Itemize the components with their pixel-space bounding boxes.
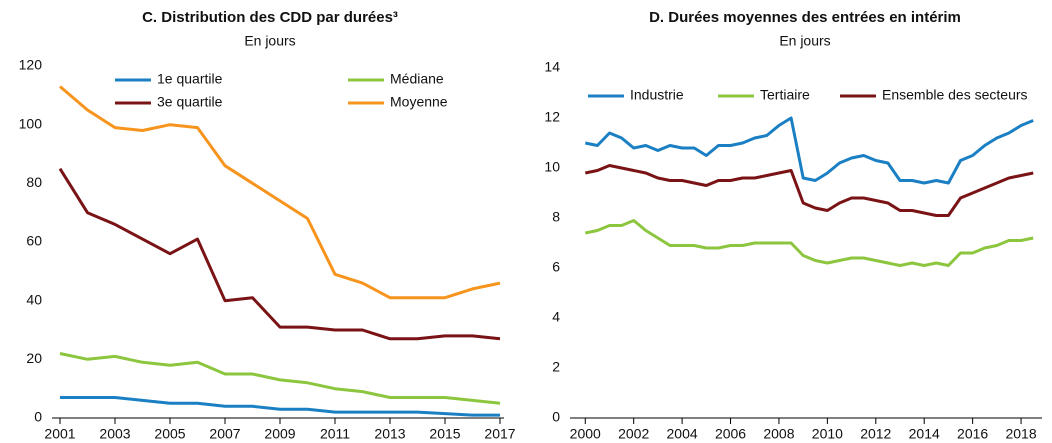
y-tick-label: 4	[552, 309, 560, 325]
y-tick-label: 0	[34, 409, 42, 425]
series-line	[59, 85, 501, 300]
y-tick-label: 0	[552, 409, 560, 425]
legend-label: Ensemble des secteurs	[882, 87, 1028, 103]
series-line	[60, 396, 500, 417]
legend-label: Tertiaire	[760, 87, 810, 103]
y-tick-label: 6	[552, 259, 560, 275]
chart: C. Distribution des CDD par durées³ En jo…	[19, 9, 516, 442]
x-tick-label: 2011	[320, 426, 350, 442]
y-tick-label: 2	[552, 359, 560, 375]
x-tick-label: 2013	[374, 426, 405, 442]
legend-label: Industrie	[630, 87, 684, 103]
x-tick-label: 2010	[812, 426, 843, 442]
y-tick-label: 8	[552, 209, 560, 225]
x-tick-label: 2017	[484, 426, 515, 442]
chart: D. Durées moyennes des entrées en intéri…	[544, 9, 1042, 442]
y-tick-label: 80	[26, 174, 42, 190]
x-tick-label: 2004	[667, 426, 698, 442]
x-tick-label: 2009	[264, 426, 295, 442]
x-tick-label: 2012	[860, 426, 891, 442]
y-tick-label: 120	[19, 57, 43, 73]
chart-subtitle: En jours	[244, 33, 295, 49]
y-tick-label: 20	[26, 350, 42, 366]
x-tick-label: 2005	[154, 426, 185, 442]
y-tick-label: 100	[19, 115, 43, 131]
legend-label: Moyenne	[390, 94, 448, 110]
y-tick-label: 10	[544, 159, 560, 175]
x-tick-label: 2015	[429, 426, 460, 442]
x-tick-label: 2014	[909, 426, 940, 442]
x-tick-label: 2018	[1005, 426, 1036, 442]
x-tick-label: 2002	[618, 426, 649, 442]
x-tick-label: 2007	[209, 426, 240, 442]
x-tick-label: 2006	[715, 426, 746, 442]
series-line	[584, 164, 1034, 217]
x-tick-label: 2008	[763, 426, 794, 442]
x-tick-label: 2016	[957, 426, 988, 442]
series-line	[59, 352, 501, 405]
legend-label: Médiane	[390, 71, 444, 87]
x-tick-label: 2003	[99, 426, 130, 442]
y-tick-label: 14	[544, 59, 560, 75]
y-tick-label: 60	[26, 233, 42, 249]
y-tick-label: 40	[26, 291, 42, 307]
chart-title: D. Durées moyennes des entrées en intéri…	[649, 9, 961, 26]
chart-subtitle: En jours	[779, 33, 830, 49]
y-tick-label: 12	[544, 109, 560, 125]
legend-label: 1e quartile	[157, 71, 223, 87]
chart-title: C. Distribution des CDD par durées³	[142, 9, 398, 26]
x-tick-label: 2001	[44, 426, 75, 442]
series-line	[58, 167, 501, 341]
series-line	[584, 219, 1034, 267]
x-tick-label: 2000	[570, 426, 601, 442]
series-line	[584, 116, 1034, 185]
legend-label: 3e quartile	[157, 94, 223, 110]
